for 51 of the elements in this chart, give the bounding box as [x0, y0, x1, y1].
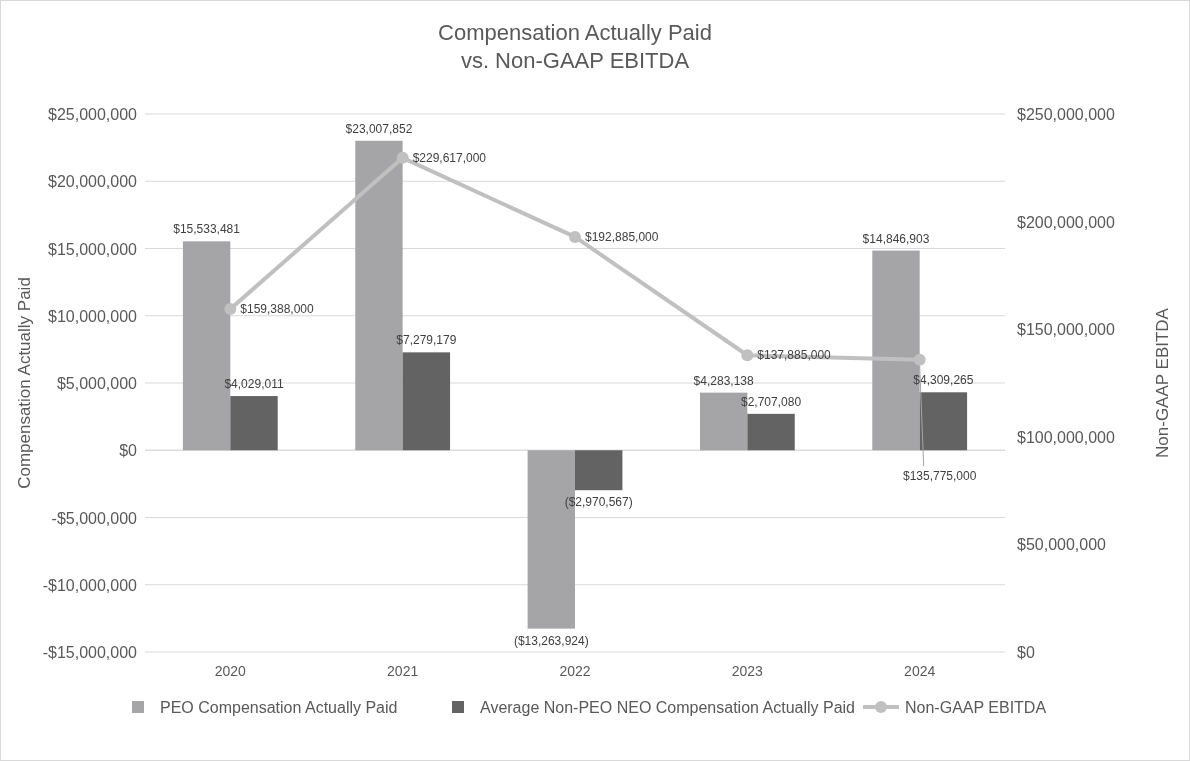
data-label: $14,846,903 [862, 231, 930, 246]
bar [747, 413, 795, 451]
y2-axis-title: Non-GAAP EBITDA [1153, 307, 1172, 458]
point [396, 151, 409, 164]
y-tick-label: $15,000,000 [48, 240, 138, 258]
bar [402, 352, 451, 451]
x-tick-label: 2024 [904, 663, 936, 679]
point [913, 353, 926, 366]
y-tick-label: $10,000,000 [48, 307, 138, 325]
data-label: $159,388,000 [240, 302, 315, 316]
data-label: $4,309,265 [913, 373, 974, 388]
data-label: $4,283,138 [693, 373, 754, 388]
data-label: $229,617,000 [412, 150, 487, 165]
y2-tick-label: $150,000,000 [1017, 321, 1115, 339]
y-axis-title: Compensation Actually Paid [15, 277, 34, 489]
data-label: $4,029,011 [224, 377, 284, 392]
data-label: $15,533,481 [173, 222, 241, 237]
x-tick-label: 2022 [559, 663, 591, 679]
y-tick-label: $5,000,000 [56, 375, 138, 392]
chart-title: Compensation Actually Paid vs. Non-GAAP EBITDA [438, 20, 712, 73]
y2-tick-label: $100,000,000 [1017, 428, 1115, 446]
y2-tick-label: $200,000,000 [1017, 213, 1115, 231]
bar [575, 450, 623, 491]
x-tick-label: 2021 [387, 663, 419, 679]
x-tick-label: 2023 [731, 663, 764, 679]
y-tick-label: $20,000,000 [48, 173, 138, 191]
legend-label: PEO Compensation Actually Paid [160, 699, 398, 716]
legend-label: Average Non-PEO NEO Compensation Actually Paid [480, 699, 856, 716]
data-label: $137,885,000 [757, 348, 832, 363]
data-label: ($13,263,924) [513, 633, 589, 648]
point [741, 349, 754, 362]
x-tick-label: 2020 [214, 663, 247, 679]
data-label: $23,007,852 [345, 121, 413, 136]
data-label: $7,279,179 [396, 333, 457, 348]
bar [919, 392, 968, 451]
y2-tick-label: $250,000,000 [1017, 106, 1115, 123]
y2-tick-label: $50,000,000 [1017, 536, 1107, 554]
data-label: $192,885,000 [585, 229, 659, 244]
bar [230, 396, 278, 451]
point [569, 230, 581, 243]
y2-tick-label: $0 [1017, 644, 1035, 661]
y-tick-label: -$5,000,000 [51, 509, 138, 527]
point [224, 303, 237, 315]
y-tick-label: -$15,000,000 [42, 644, 138, 661]
data-label: $2,707,080 [741, 394, 802, 409]
data-label: ($2,970,567) [564, 495, 633, 510]
legend-label: Non-GAAP EBITDA [905, 699, 1047, 716]
y-tick-label: $25,000,000 [48, 106, 138, 123]
y-tick-label: $0 [119, 442, 138, 460]
y-tick-label: -$10,000,000 [42, 576, 138, 594]
data-label: $135,775,000 [902, 469, 977, 484]
